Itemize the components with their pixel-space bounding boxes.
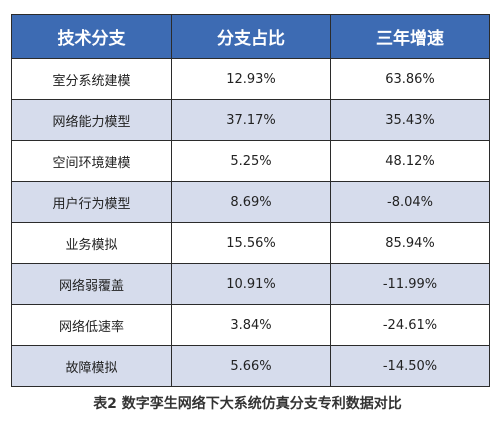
table-row: 用户行为模型 8.69% -8.04%	[11, 181, 490, 223]
cell-share: 8.69%	[171, 181, 331, 223]
cell-share: 37.17%	[171, 99, 331, 141]
cell-share: 15.56%	[171, 222, 331, 264]
cell-growth: -8.04%	[330, 181, 490, 223]
cell-growth: -14.50%	[330, 345, 490, 387]
table-row: 网络低速率 3.84% -24.61%	[11, 304, 490, 346]
cell-branch: 网络弱覆盖	[11, 263, 172, 305]
cell-branch: 空间环境建模	[11, 140, 172, 182]
header-branch: 技术分支	[11, 14, 172, 59]
cell-growth: 35.43%	[330, 99, 490, 141]
patent-data-table: 技术分支 分支占比 三年增速 室分系统建模 12.93% 63.86% 网络能力…	[11, 14, 490, 387]
cell-share: 10.91%	[171, 263, 331, 305]
cell-branch: 网络低速率	[11, 304, 172, 346]
cell-growth: -11.99%	[330, 263, 490, 305]
table-row: 网络能力模型 37.17% 35.43%	[11, 99, 490, 141]
cell-branch: 网络能力模型	[11, 99, 172, 141]
cell-growth: 63.86%	[330, 58, 490, 100]
cell-growth: 48.12%	[330, 140, 490, 182]
table-row: 室分系统建模 12.93% 63.86%	[11, 58, 490, 100]
cell-branch: 室分系统建模	[11, 58, 172, 100]
cell-share: 5.25%	[171, 140, 331, 182]
header-growth: 三年增速	[330, 14, 490, 59]
cell-branch: 故障模拟	[11, 345, 172, 387]
cell-branch: 业务模拟	[11, 222, 172, 264]
cell-growth: -24.61%	[330, 304, 490, 346]
cell-share: 12.93%	[171, 58, 331, 100]
header-share: 分支占比	[171, 14, 331, 59]
table-row: 业务模拟 15.56% 85.94%	[11, 222, 490, 264]
cell-share: 3.84%	[171, 304, 331, 346]
cell-growth: 85.94%	[330, 222, 490, 264]
table-row: 故障模拟 5.66% -14.50%	[11, 345, 490, 387]
table-row: 空间环境建模 5.25% 48.12%	[11, 140, 490, 182]
table-header-row: 技术分支 分支占比 三年增速	[11, 14, 490, 59]
table-row: 网络弱覆盖 10.91% -11.99%	[11, 263, 490, 305]
cell-branch: 用户行为模型	[11, 181, 172, 223]
table-caption: 表2 数字孪生网络下大系统仿真分支专利数据对比	[93, 396, 402, 412]
cell-share: 5.66%	[171, 345, 331, 387]
